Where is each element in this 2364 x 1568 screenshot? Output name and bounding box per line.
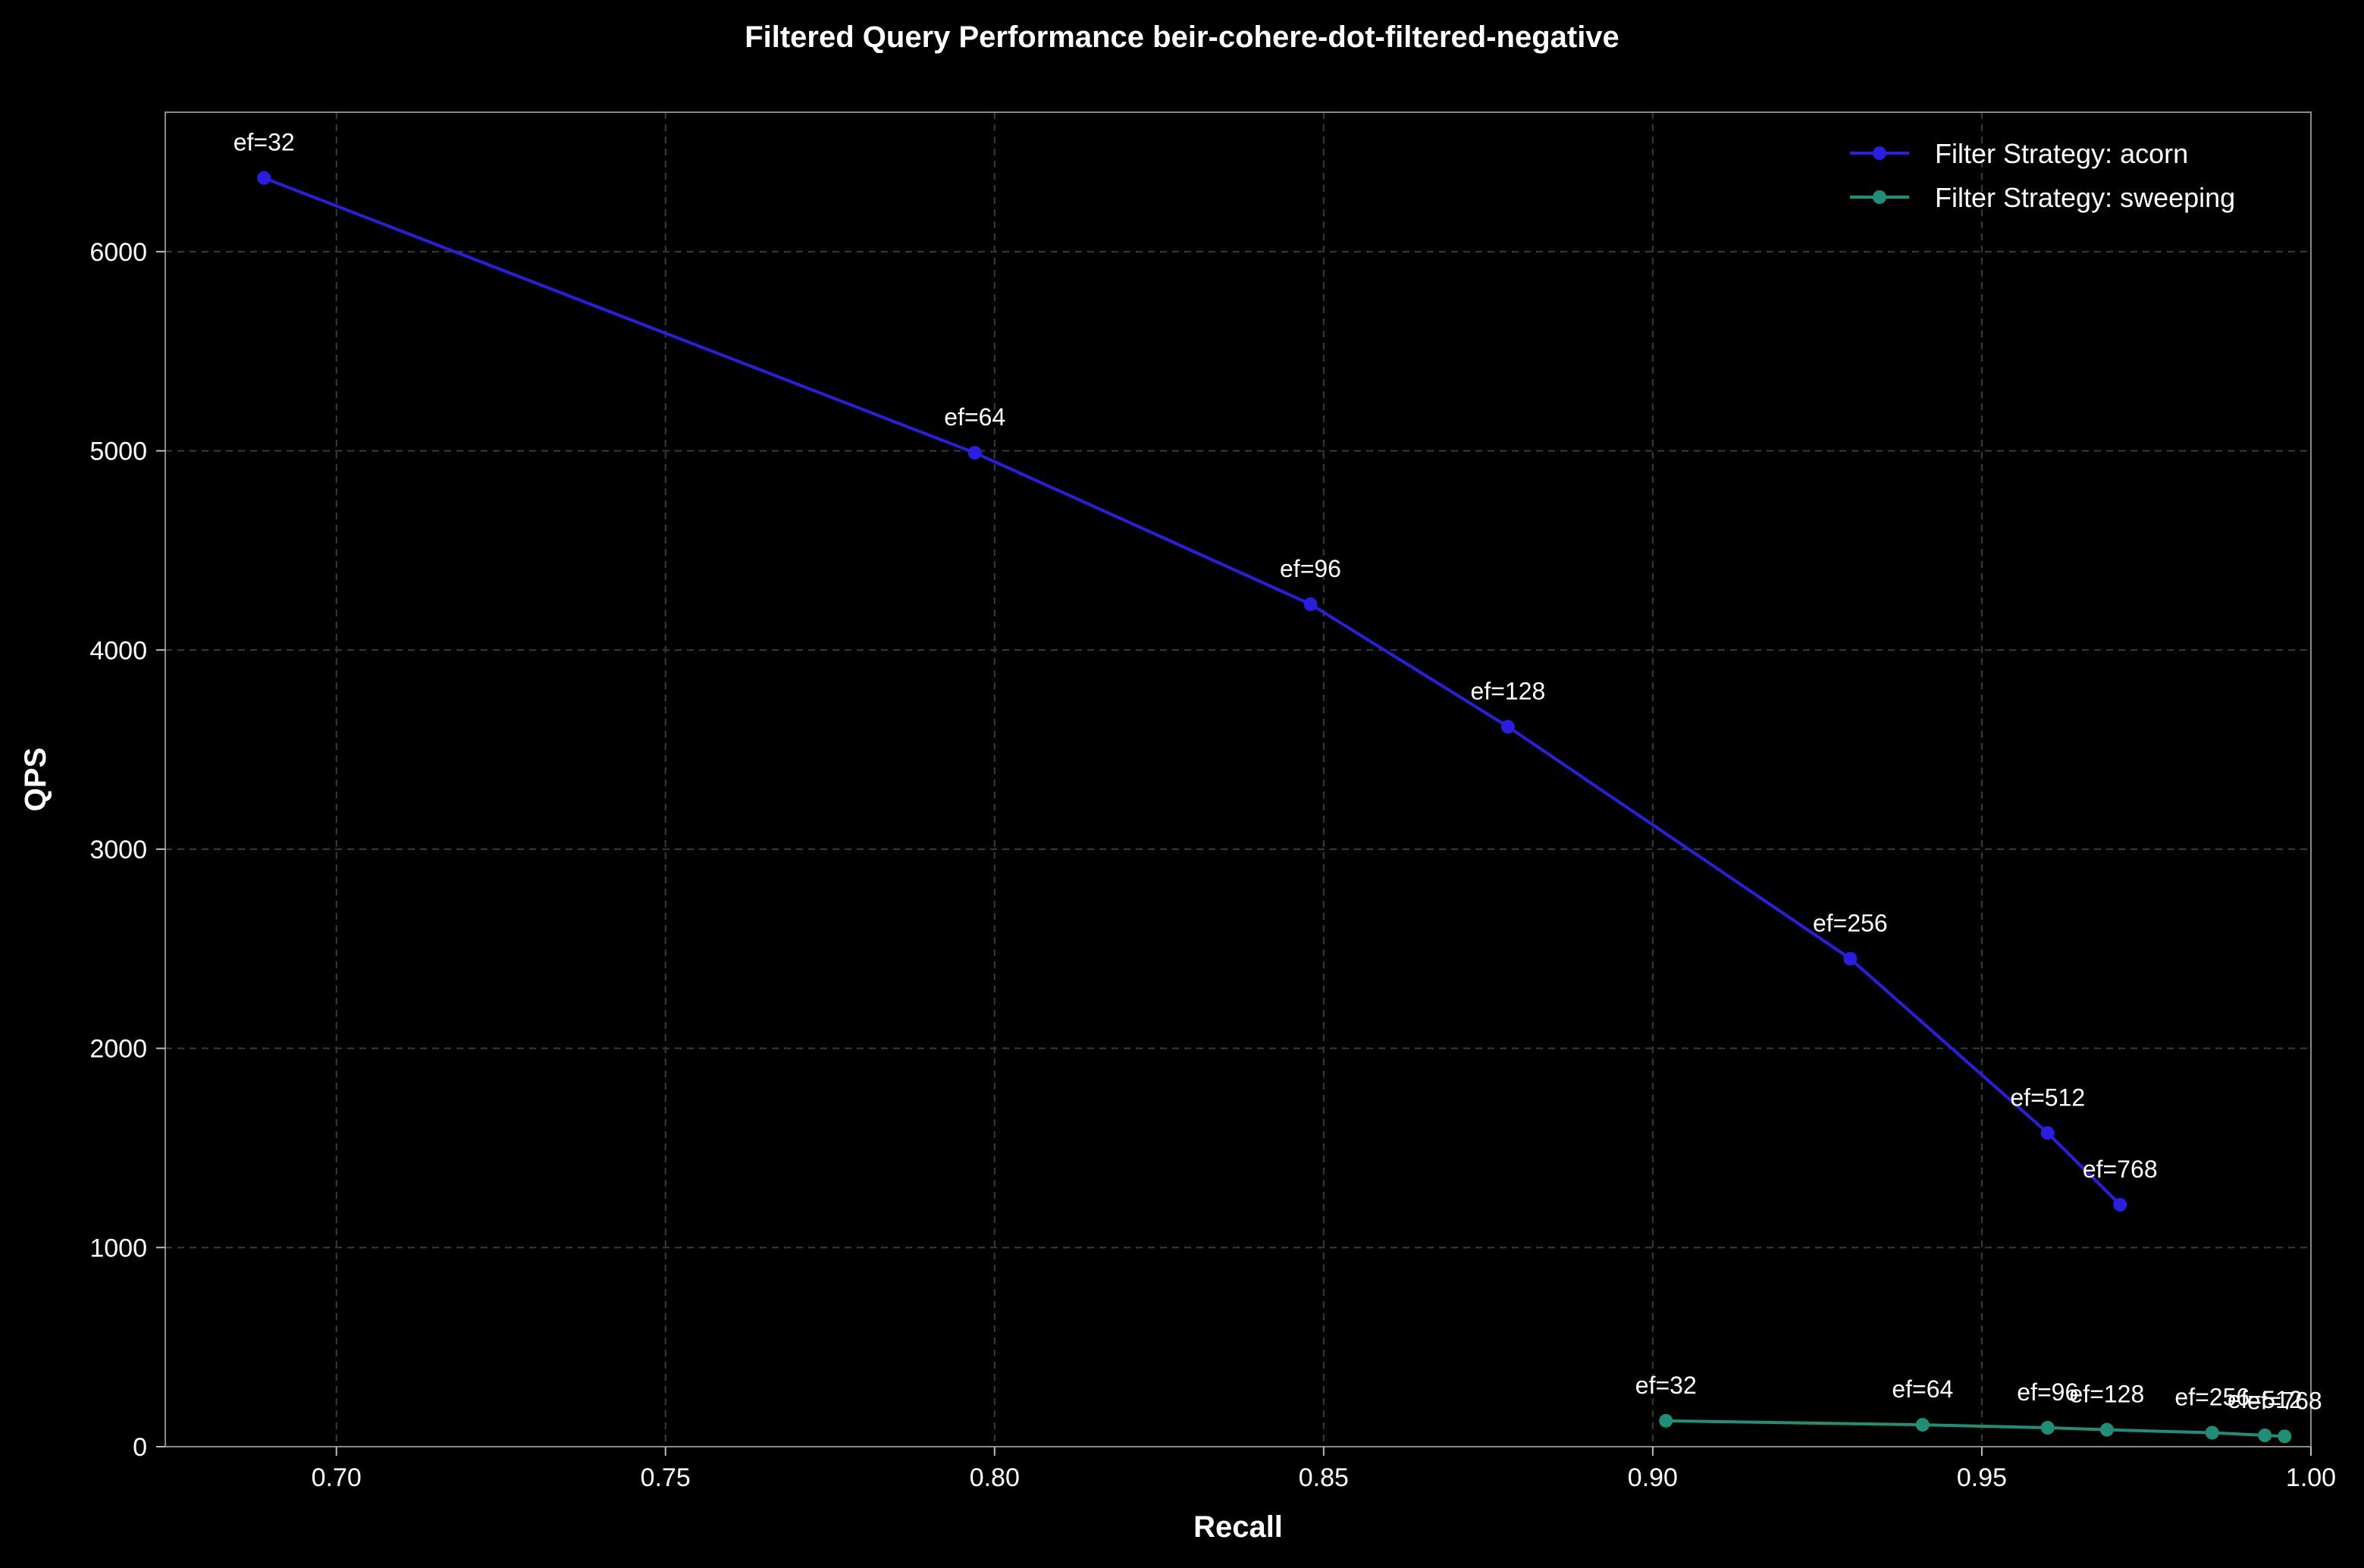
x-tick-label: 0.95	[1957, 1463, 2007, 1492]
y-tick-label: 6000	[89, 238, 147, 267]
data-point	[2040, 1421, 2055, 1435]
grid-layer	[165, 112, 2312, 1447]
point-label: ef=512	[2228, 1386, 2303, 1413]
point-label: ef=256	[2174, 1384, 2250, 1411]
y-tick-label: 1000	[89, 1234, 147, 1262]
point-label: ef=32	[234, 129, 295, 156]
data-point	[2205, 1425, 2219, 1440]
chart-title: Filtered Query Performance beir-cohere-d…	[745, 20, 1619, 54]
series-line-1	[1666, 1419, 2285, 1438]
data-point	[1843, 952, 1858, 966]
data-point	[1303, 597, 1318, 611]
point-label: ef=256	[1813, 909, 1888, 936]
data-point	[967, 446, 982, 460]
x-tick-label: 0.85	[1299, 1463, 1349, 1492]
series-line-0	[263, 176, 2121, 1206]
point-label: ef=96	[2017, 1378, 2078, 1406]
legend-entry: Filter Strategy: sweeping	[1935, 182, 2235, 213]
y-tick-label: 3000	[89, 836, 147, 864]
point-label: ef=64	[944, 403, 1005, 431]
legend-entry: Filter Strategy: acorn	[1935, 138, 2188, 169]
point-label: ef=768	[2083, 1156, 2158, 1183]
legend-swatch-marker	[1873, 146, 1886, 160]
y-tick-label: 0	[133, 1433, 147, 1462]
point-label: ef=128	[1471, 677, 1546, 704]
x-axis-label: Recall	[1193, 1510, 1283, 1544]
point-label: ef=512	[2010, 1083, 2085, 1111]
x-tick-label: 0.70	[312, 1463, 362, 1492]
plot-frame	[165, 111, 2312, 1447]
label-layer: ef=32ef=64ef=96ef=128ef=256ef=512ef=768e…	[234, 129, 2322, 1415]
point-label: ef=768	[2247, 1387, 2322, 1414]
point-label: ef=96	[1280, 555, 1341, 582]
data-point	[2113, 1197, 2127, 1212]
tick-layer: 0.70 0.75 0.80 0.85 0.90 0.95 1.00 0 1000 2000 300…	[89, 238, 2336, 1492]
data-point	[1500, 720, 1515, 734]
y-axis-label: QPS	[19, 748, 52, 811]
legend-swatch-marker	[1873, 190, 1886, 204]
y-tick-label: 2000	[89, 1035, 147, 1064]
x-tick-label: 1.00	[2286, 1463, 2336, 1492]
point-label: ef=128	[2070, 1381, 2145, 1408]
y-tick-label: 4000	[89, 636, 147, 665]
data-point	[2258, 1428, 2272, 1443]
x-tick-label: 0.90	[1628, 1463, 1678, 1492]
y-tick-label: 5000	[89, 437, 147, 466]
data-point	[257, 171, 271, 185]
data-point	[1659, 1413, 1673, 1428]
legend: Filter Strategy: acorn Filter Strategy: s…	[1850, 138, 2235, 213]
series-layer	[257, 171, 2292, 1444]
x-tick-label: 0.80	[970, 1463, 1020, 1492]
x-tick-label: 0.75	[641, 1463, 691, 1492]
data-point	[2099, 1422, 2114, 1437]
data-point	[1915, 1418, 1930, 1432]
data-point	[2278, 1429, 2292, 1444]
point-label: ef=32	[1635, 1372, 1697, 1399]
data-point	[2040, 1126, 2055, 1140]
point-label: ef=64	[1892, 1375, 1953, 1403]
